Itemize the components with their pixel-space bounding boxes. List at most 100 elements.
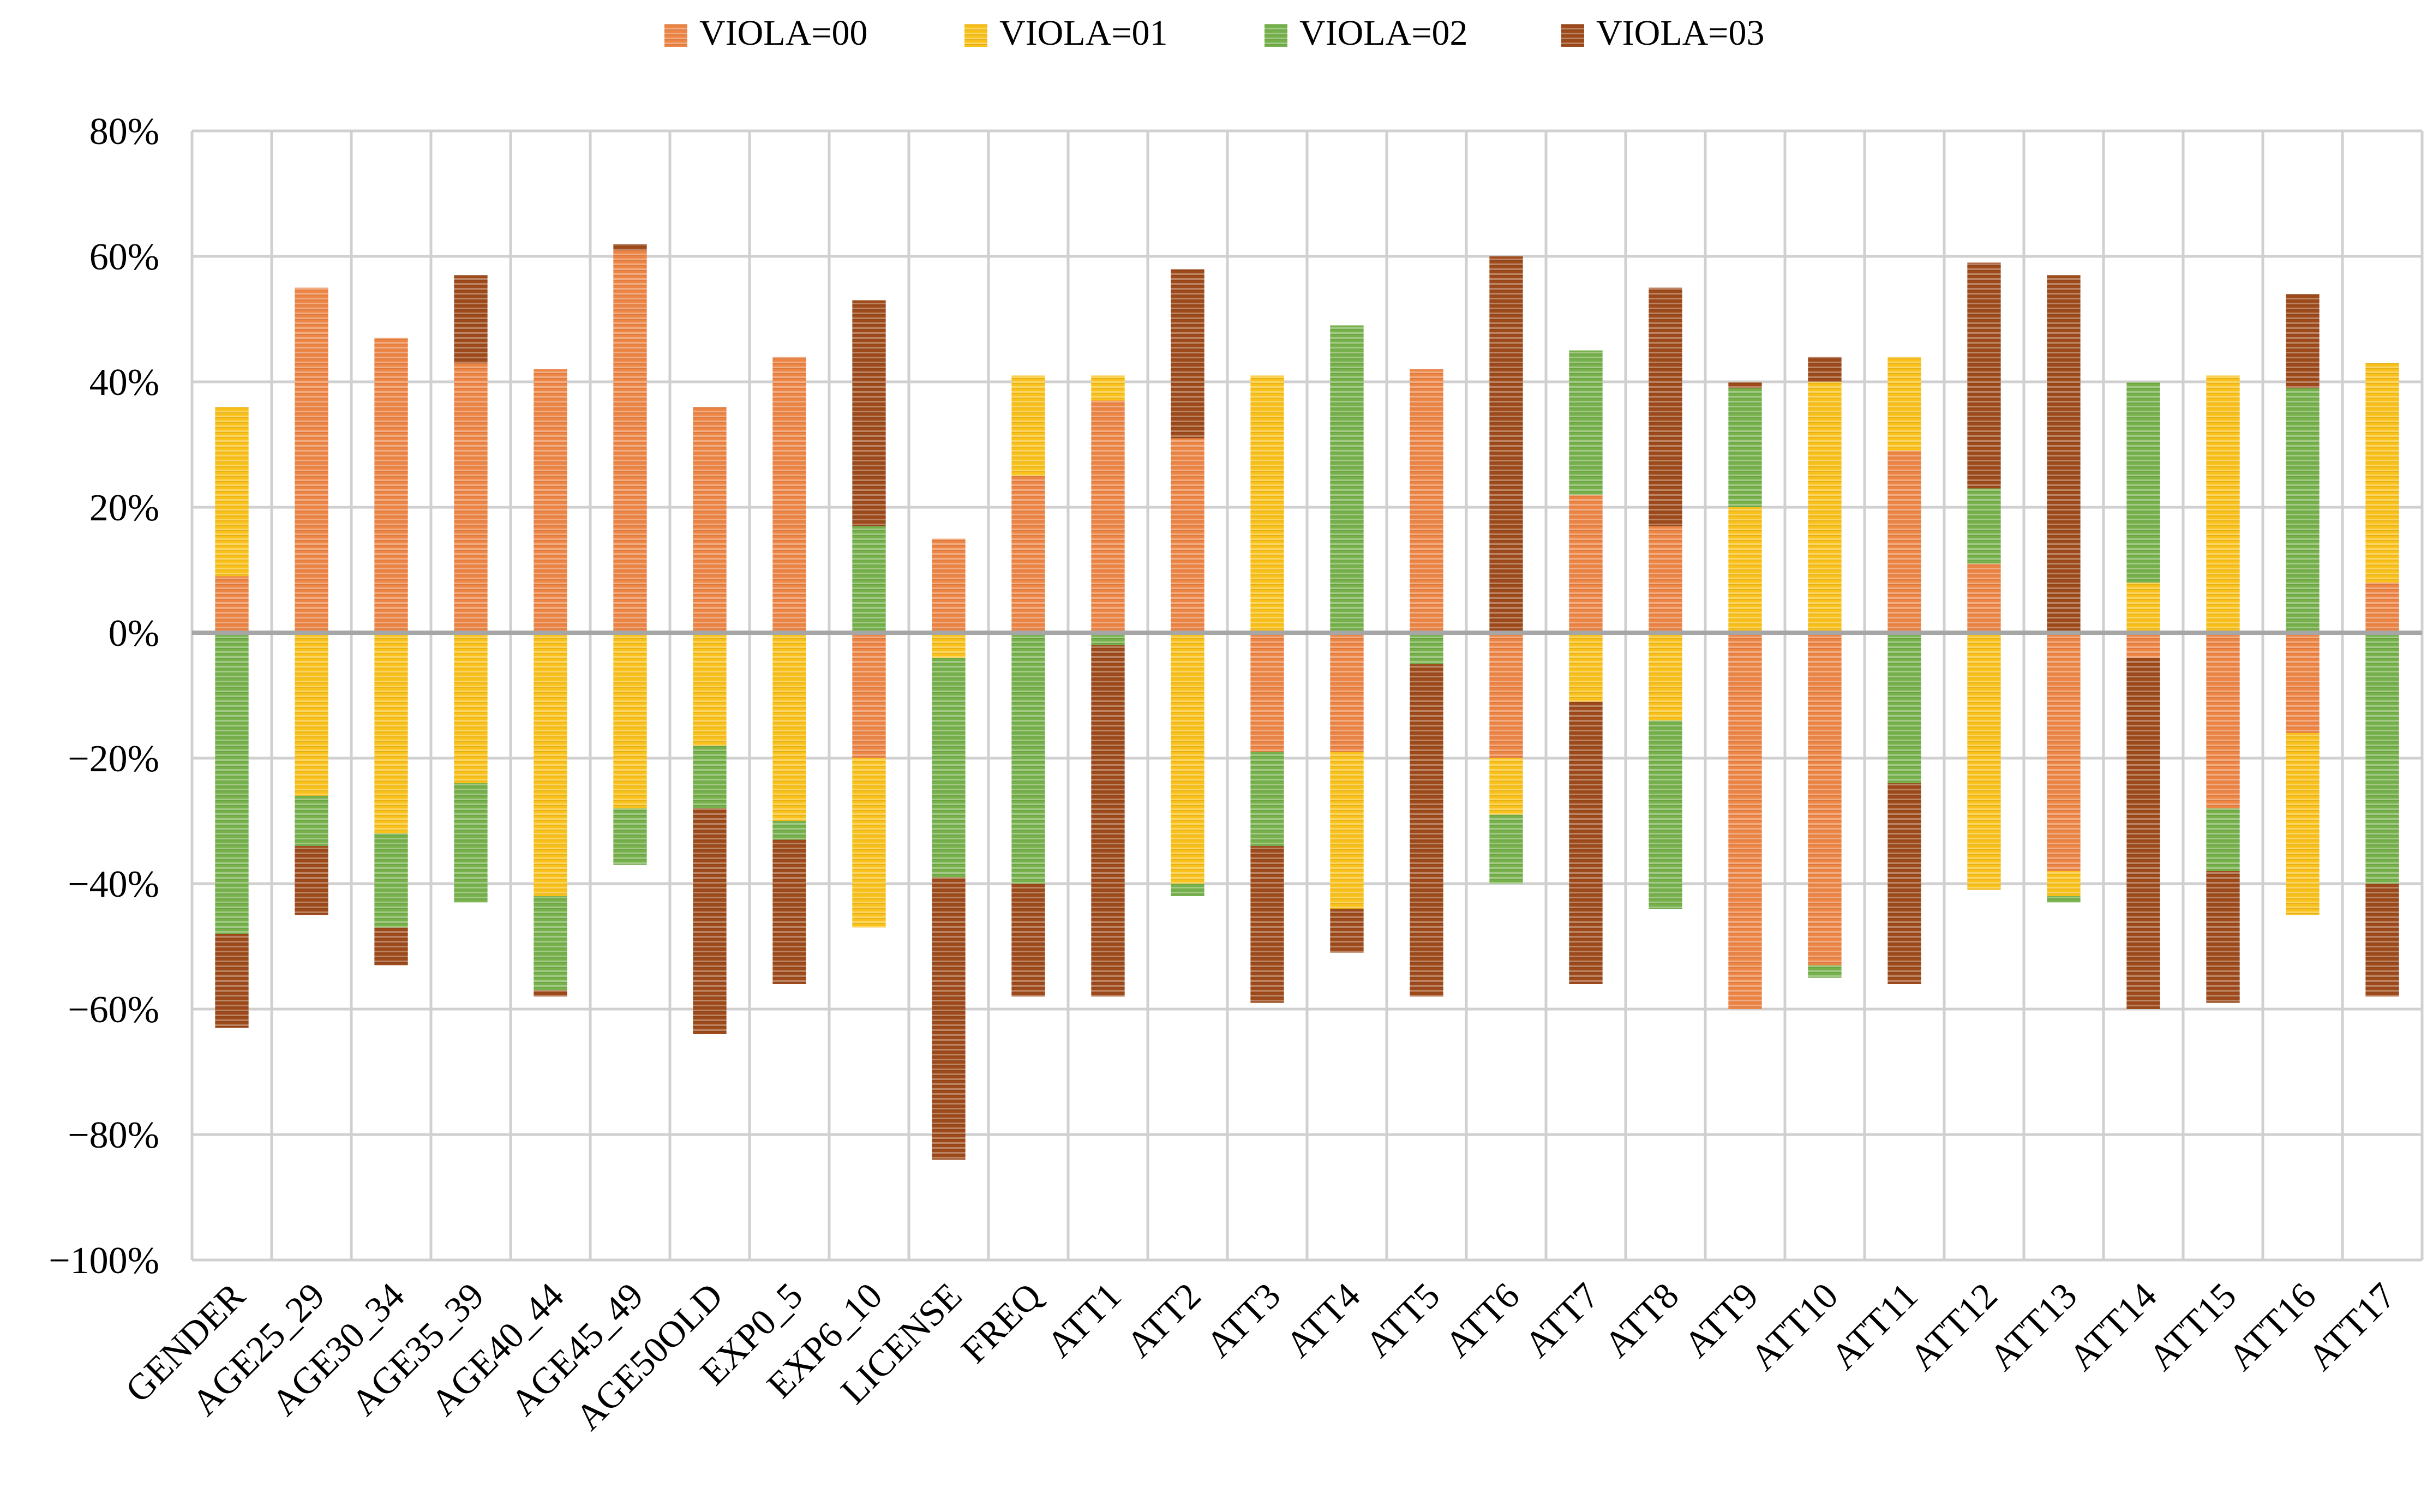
bar-segment-att14-viola-02 bbox=[2126, 382, 2160, 583]
bar-group-att1 bbox=[1091, 375, 1125, 997]
bar-segment-att11-viola-02 bbox=[1887, 633, 1921, 783]
bar-segment-exp0-5-viola-03 bbox=[772, 839, 806, 984]
bar-segment-att9-viola-01 bbox=[1728, 507, 1762, 633]
legend-swatch-viola-00 bbox=[664, 24, 687, 47]
bar-segment-att15-viola-03 bbox=[2206, 871, 2240, 1003]
bar-segment-exp6-10-viola-00 bbox=[852, 633, 886, 758]
bar-group-att9 bbox=[1728, 382, 1762, 1009]
bar-segment-att15-viola-00 bbox=[2206, 633, 2240, 808]
bar-segment-att12-viola-02 bbox=[1967, 488, 2001, 564]
bar-group-att5 bbox=[1410, 369, 1443, 997]
bar-segment-age25-29-viola-03 bbox=[295, 846, 328, 915]
bar-segment-att6-viola-01 bbox=[1489, 758, 1523, 815]
bar-group-att15 bbox=[2206, 375, 2240, 1003]
bar-segment-att8-viola-01 bbox=[1649, 633, 1682, 721]
bar-segment-att4-viola-01 bbox=[1330, 752, 1364, 909]
x-tick-label-att2: ATT2 bbox=[1118, 1275, 1209, 1365]
x-axis-tick-labels: GENDERAGE25_29AGE30_34AGE35_39AGE40_44AG… bbox=[117, 1274, 2404, 1438]
bar-segment-age40-44-viola-02 bbox=[534, 896, 567, 991]
bar-group-att14 bbox=[2126, 382, 2160, 1009]
bar-segment-age35-39-viola-02 bbox=[454, 783, 488, 903]
bar-segment-att4-viola-02 bbox=[1330, 325, 1364, 633]
bar-segment-license-viola-03 bbox=[932, 877, 966, 1160]
bar-segment-att5-viola-02 bbox=[1410, 633, 1443, 664]
bar-group-age35-39 bbox=[454, 275, 488, 903]
bar-segment-att11-viola-03 bbox=[1887, 783, 1921, 984]
bar-group-att7 bbox=[1569, 350, 1603, 984]
legend-item-viola-02: VIOLA=02 bbox=[1265, 13, 1468, 53]
y-tick-label: −100% bbox=[49, 1240, 159, 1282]
bar-group-license bbox=[932, 538, 966, 1160]
bar-segment-gender-viola-03 bbox=[215, 934, 249, 1028]
bar-segment-att1-viola-00 bbox=[1091, 400, 1125, 633]
bar-segment-att7-viola-03 bbox=[1569, 701, 1603, 984]
x-tick-label-freq: FREQ bbox=[953, 1275, 1050, 1371]
bar-segment-att7-viola-00 bbox=[1569, 495, 1603, 633]
x-tick-label-att15: ATT15 bbox=[2141, 1275, 2244, 1378]
bar-segment-age25-29-viola-01 bbox=[295, 633, 328, 796]
bar-segment-license-viola-01 bbox=[932, 633, 966, 658]
bar-segment-att8-viola-00 bbox=[1649, 526, 1682, 633]
x-tick-label-att1: ATT1 bbox=[1039, 1275, 1129, 1365]
bar-group-gender bbox=[215, 407, 249, 1028]
bar-segment-age45-49-viola-01 bbox=[613, 633, 647, 808]
bar-segment-att17-viola-02 bbox=[2365, 633, 2399, 884]
bar-segment-exp6-10-viola-03 bbox=[852, 300, 886, 526]
y-axis-tick-labels: 80% 60% 40% 20% 0% −20% −40% −60% −80% −100% bbox=[49, 111, 159, 1282]
x-tick-label-att13: ATT13 bbox=[1981, 1275, 2085, 1378]
x-tick-label-att14: ATT14 bbox=[2061, 1275, 2165, 1378]
bar-segment-att6-viola-00 bbox=[1489, 633, 1523, 758]
legend-label-viola-00: VIOLA=00 bbox=[699, 13, 868, 53]
bar-segment-att16-viola-01 bbox=[2286, 733, 2320, 915]
bar-segment-att15-viola-01 bbox=[2206, 375, 2240, 633]
bar-segment-att14-viola-01 bbox=[2126, 583, 2160, 633]
bar-segment-age35-39-viola-03 bbox=[454, 275, 488, 363]
bar-segment-att16-viola-02 bbox=[2286, 388, 2320, 633]
legend-item-viola-00: VIOLA=00 bbox=[664, 13, 868, 53]
bar-segment-att12-viola-01 bbox=[1967, 633, 2001, 890]
bar-group-age25-29 bbox=[295, 287, 328, 915]
bar-segment-att16-viola-00 bbox=[2286, 633, 2320, 733]
bar-segment-exp0-5-viola-00 bbox=[772, 357, 806, 633]
legend-item-viola-03: VIOLA=03 bbox=[1561, 13, 1765, 53]
bar-segment-att9-viola-00 bbox=[1728, 633, 1762, 1009]
bar-segment-att13-viola-01 bbox=[2047, 871, 2081, 896]
bar-segment-att2-viola-01 bbox=[1171, 633, 1204, 884]
bar-segment-freq-viola-02 bbox=[1011, 633, 1045, 884]
bar-segment-age50old-viola-01 bbox=[693, 633, 727, 746]
bar-segment-att15-viola-02 bbox=[2206, 808, 2240, 871]
legend-label-viola-03: VIOLA=03 bbox=[1596, 13, 1765, 53]
bar-group-age30-34 bbox=[374, 338, 408, 965]
bar-segment-att3-viola-01 bbox=[1250, 375, 1284, 633]
bar-group-att6 bbox=[1489, 256, 1523, 884]
bar-segment-att8-viola-03 bbox=[1649, 287, 1682, 526]
y-tick-label: 40% bbox=[89, 362, 159, 404]
bar-segment-age30-34-viola-02 bbox=[374, 833, 408, 928]
bar-segment-att2-viola-00 bbox=[1171, 438, 1204, 633]
legend-label-viola-01: VIOLA=01 bbox=[999, 13, 1168, 53]
bar-segment-att17-viola-03 bbox=[2365, 884, 2399, 997]
bar-segment-age25-29-viola-00 bbox=[295, 287, 328, 633]
bar-group-att2 bbox=[1171, 269, 1204, 896]
bar-segment-att9-viola-03 bbox=[1728, 382, 1762, 388]
bar-segment-att13-viola-02 bbox=[2047, 896, 2081, 903]
bar-group-exp6-10 bbox=[852, 300, 886, 928]
bar-group-att12 bbox=[1967, 262, 2001, 890]
bar-group-att8 bbox=[1649, 287, 1682, 909]
bar-segment-age50old-viola-02 bbox=[693, 746, 727, 808]
bar-segment-att7-viola-02 bbox=[1569, 350, 1603, 495]
bar-segment-freq-viola-01 bbox=[1011, 375, 1045, 476]
bar-segment-age40-44-viola-00 bbox=[534, 369, 567, 633]
chart-legend: VIOLA=00 VIOLA=01 VIOLA=02 VIOLA=03 bbox=[664, 13, 1765, 53]
bar-segment-att10-viola-01 bbox=[1808, 382, 1842, 633]
bar-segment-att17-viola-01 bbox=[2365, 363, 2399, 583]
bar-segment-att8-viola-02 bbox=[1649, 721, 1682, 909]
bar-segment-att14-viola-00 bbox=[2126, 633, 2160, 658]
x-tick-label-att5: ATT5 bbox=[1357, 1275, 1448, 1365]
bar-segment-att10-viola-03 bbox=[1808, 357, 1842, 382]
bar-segment-age35-39-viola-00 bbox=[454, 363, 488, 633]
x-tick-label-att17: ATT17 bbox=[2300, 1275, 2404, 1378]
bar-group-age40-44 bbox=[534, 369, 567, 997]
